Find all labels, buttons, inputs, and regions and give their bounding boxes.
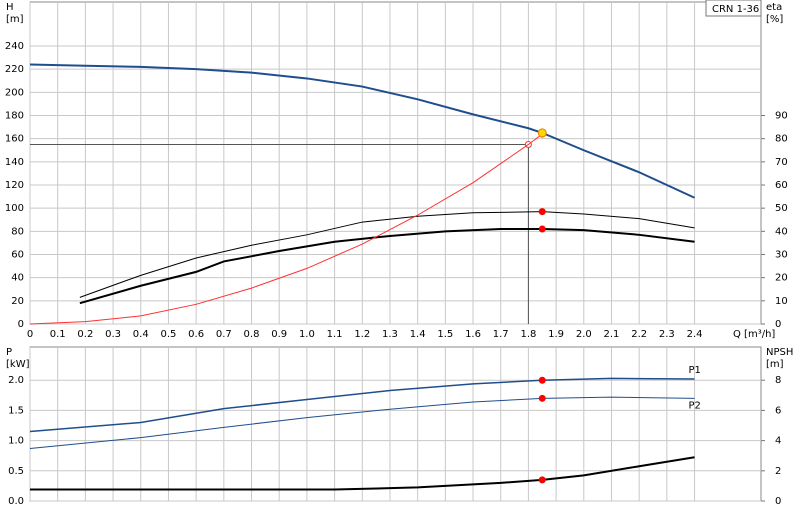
- y-tick-label: 40: [11, 273, 24, 284]
- y-axis-label: H: [6, 2, 14, 13]
- y2-tick-label: 8: [775, 375, 781, 386]
- y2-tick-label: 0: [775, 319, 781, 330]
- y-tick-label: 2.0: [8, 375, 24, 386]
- y-tick-label: 180: [5, 111, 24, 122]
- y2-tick-label: 80: [775, 134, 788, 145]
- x-tick-label: 1.3: [382, 329, 398, 340]
- x-tick-label: 2.1: [604, 329, 620, 340]
- x-tick-label: 0.4: [133, 329, 149, 340]
- duty-marker: [538, 225, 546, 233]
- x-tick-label: 2.4: [687, 329, 703, 340]
- y2-tick-label: 60: [775, 180, 788, 191]
- y2-tick-label: 50: [775, 203, 788, 214]
- x-tick-label: 1.7: [493, 329, 509, 340]
- curve: [29, 133, 543, 325]
- y-tick-label: 20: [11, 296, 24, 307]
- x-tick-label: 2.0: [576, 329, 592, 340]
- y-tick-label: 240: [5, 41, 24, 52]
- x-tick-label: 2.3: [659, 329, 675, 340]
- curve: [29, 396, 695, 449]
- y-tick-label: 0.5: [8, 466, 24, 477]
- curve: [30, 456, 695, 491]
- x-tick-label: 1.5: [437, 329, 453, 340]
- y-tick-label: 220: [5, 64, 24, 75]
- y-tick-label: 120: [5, 180, 24, 191]
- tag: CRN 1-36: [712, 4, 759, 15]
- x-tick-label: 0.2: [77, 329, 93, 340]
- x-tick-label: 0.8: [244, 329, 260, 340]
- y-tick-label: 80: [11, 226, 24, 237]
- x-tick-label: 0.5: [160, 329, 176, 340]
- duty-marker: [538, 394, 546, 402]
- curve: [29, 63, 695, 199]
- x-axis-label: Q [m³/h]: [733, 329, 775, 340]
- y2-tick-label: 20: [775, 273, 788, 284]
- y2-axis-label: eta: [766, 2, 782, 13]
- x-tick-label: 0.9: [271, 329, 287, 340]
- y2-axis-label: NPSH: [766, 347, 793, 358]
- x-tick-label: 1.9: [548, 329, 564, 340]
- y-tick-label: 0.0: [8, 496, 24, 507]
- y-tick-label: 1.0: [8, 436, 24, 447]
- y-axis-label: [m]: [6, 14, 24, 25]
- curve: [29, 377, 695, 433]
- x-tick-label: 2.2: [631, 329, 647, 340]
- x-tick-label: 0: [27, 329, 33, 340]
- tag-box: [705, 0, 762, 17]
- y-tick-label: 140: [5, 157, 24, 168]
- y-axis-label: P: [6, 347, 12, 358]
- y2-tick-label: 70: [775, 157, 788, 168]
- y2-tick-label: 6: [775, 405, 781, 416]
- y-tick-label: 1.5: [8, 405, 24, 416]
- duty-marker: [538, 208, 546, 216]
- y2-tick-label: 40: [775, 226, 788, 237]
- plot-area: [29, 346, 762, 502]
- series-label: P2: [689, 400, 701, 411]
- x-tick-label: 1.6: [465, 329, 481, 340]
- y2-tick-label: 90: [775, 111, 788, 122]
- curve: [79, 211, 695, 298]
- y2-tick-label: 30: [775, 250, 788, 261]
- y2-tick-label: 2: [775, 466, 781, 477]
- y2-tick-label: 0: [775, 496, 781, 507]
- y-tick-label: 0: [18, 319, 24, 330]
- y-axis-label: [kW]: [6, 359, 30, 370]
- x-tick-label: 0.6: [188, 329, 204, 340]
- x-tick-label: 1.4: [410, 329, 426, 340]
- x-tick-label: 0.3: [105, 329, 121, 340]
- x-tick-label: 1.1: [327, 329, 343, 340]
- y-tick-label: 60: [11, 250, 24, 261]
- x-tick-label: 0.1: [50, 329, 66, 340]
- series-label: P1: [689, 365, 701, 376]
- y2-tick-label: 4: [775, 436, 781, 447]
- duty-marker: [538, 476, 546, 484]
- y-tick-label: 160: [5, 134, 24, 145]
- x-tick-label: 1.0: [299, 329, 315, 340]
- curve: [79, 228, 695, 305]
- y-tick-label: 200: [5, 87, 24, 98]
- y2-tick-label: 10: [775, 296, 788, 307]
- x-tick-label: 0.7: [216, 329, 232, 340]
- x-tick-label: 1.8: [520, 329, 536, 340]
- duty-point: [537, 128, 547, 138]
- y2-axis-label: [m]: [766, 359, 784, 370]
- y-tick-label: 100: [5, 203, 24, 214]
- y2-axis-label: [%]: [766, 14, 783, 25]
- duty-marker: [538, 376, 546, 384]
- x-tick-label: 1.2: [354, 329, 370, 340]
